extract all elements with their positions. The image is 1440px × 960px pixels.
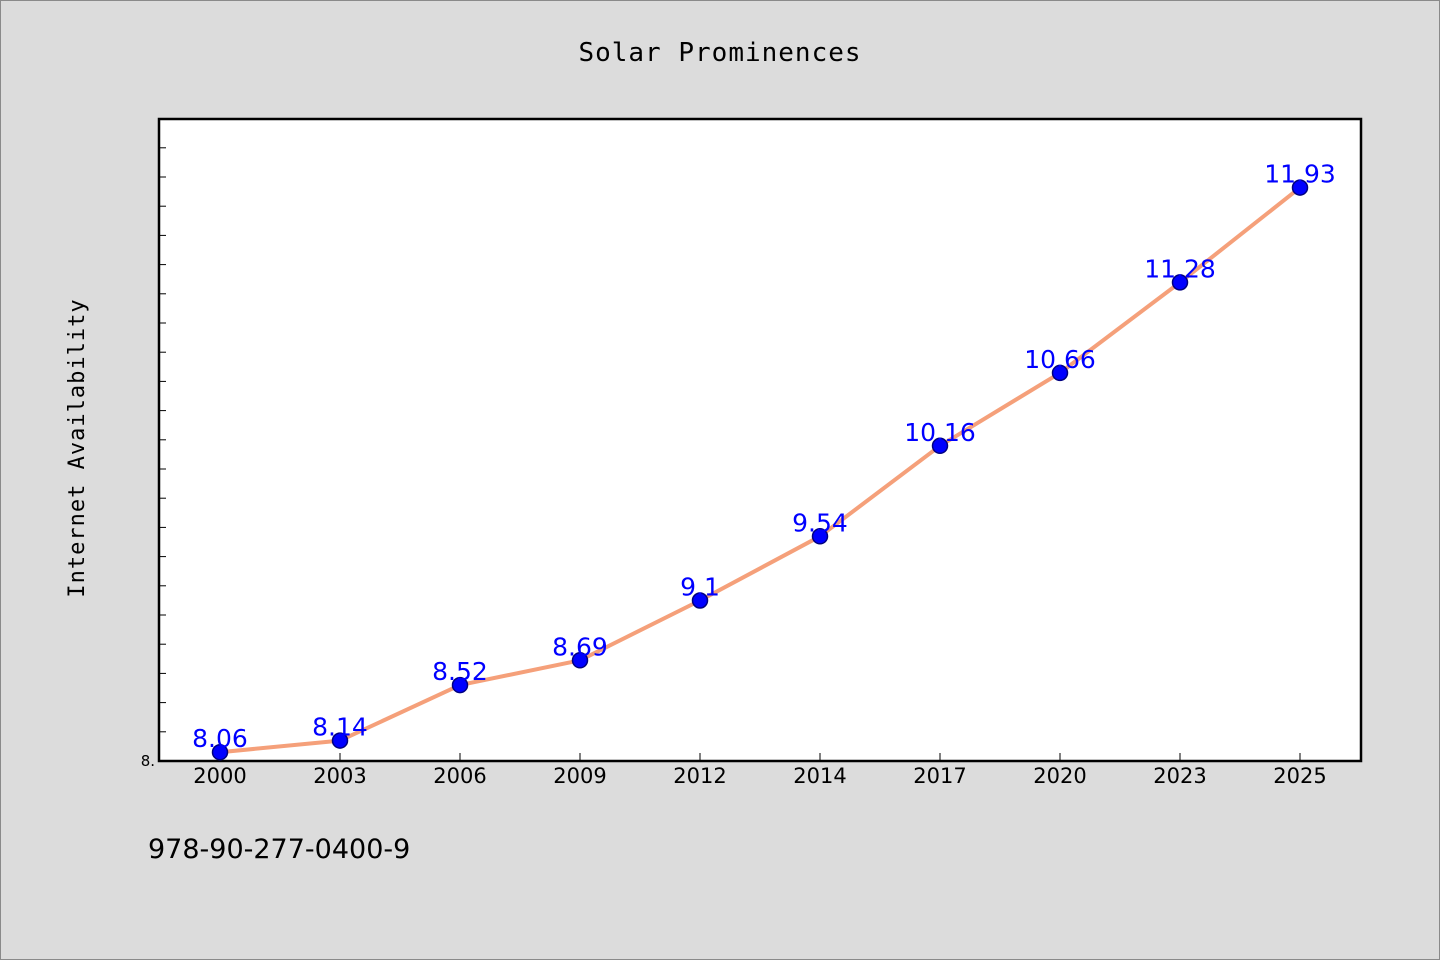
- x-tick-label: 2014: [793, 764, 846, 788]
- data-label: 10.16: [904, 418, 976, 447]
- data-point: [571, 652, 589, 669]
- x-tick-label: 2009: [553, 764, 606, 788]
- data-point: [931, 437, 949, 455]
- y-axis-ticks: [159, 147, 166, 733]
- data-point: [691, 592, 709, 609]
- data-label: 8.14: [312, 713, 368, 742]
- y-axis: 8.: [141, 752, 155, 770]
- data-point: [1171, 274, 1189, 291]
- data-label: 11.28: [1144, 254, 1216, 283]
- x-tick-label: 2017: [913, 764, 966, 788]
- x-tick-label: 2006: [433, 764, 486, 788]
- plot-area: [157, 117, 1363, 763]
- data-point: [451, 676, 469, 694]
- data-label: 9.1: [680, 573, 720, 602]
- data-label: 10.66: [1024, 345, 1096, 374]
- x-tick-label: 2023: [1153, 764, 1206, 788]
- series-group: 8.06 8.14 8.52 8.69 9.1 9.54 10.16 10.66 11.28 11…: [192, 160, 1336, 761]
- y-axis-label: Internet Availability: [65, 298, 90, 597]
- data-label: 8.69: [552, 632, 608, 661]
- data-point: [811, 528, 829, 545]
- data-label: 8.52: [432, 657, 488, 686]
- data-point: [331, 732, 349, 749]
- data-point: [1051, 364, 1069, 382]
- series-line: [218, 185, 1302, 755]
- data-point: [211, 743, 229, 761]
- y-tick-label: 8.: [141, 752, 155, 770]
- x-tick-label: 2000: [193, 764, 246, 788]
- x-tick-label: 2020: [1033, 764, 1086, 788]
- x-tick-label: 2025: [1273, 764, 1326, 788]
- x-tick-label: 2012: [673, 764, 726, 788]
- x-tick-label: 2003: [313, 764, 366, 788]
- chart-title: Solar Prominences: [578, 38, 861, 68]
- data-label: 9.54: [792, 508, 848, 537]
- footer-identifier: 978-90-277-0400-9: [148, 834, 411, 865]
- data-label: 11.93: [1264, 160, 1336, 189]
- data-label: 8.06: [192, 724, 248, 753]
- data-point: [1291, 179, 1309, 196]
